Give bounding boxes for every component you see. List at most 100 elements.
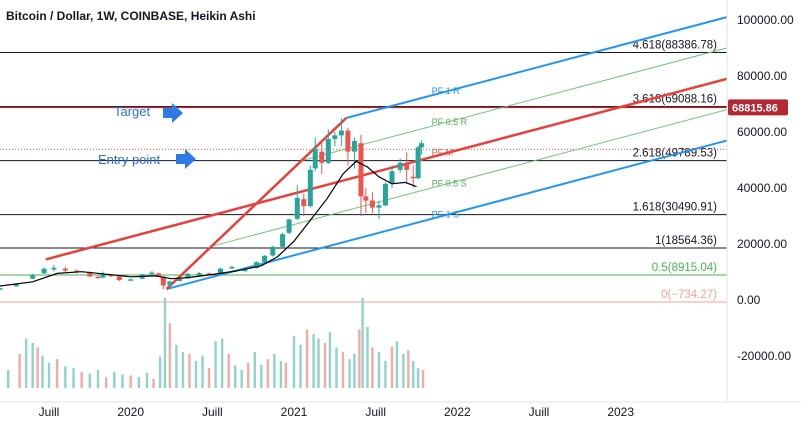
volume-bar [137, 377, 141, 388]
volume-bar [194, 361, 198, 388]
y-tick-label: 100000.00 [737, 13, 794, 27]
y-tick-label: -20000.00 [737, 349, 791, 363]
volume-bar [96, 370, 100, 388]
entry-point-label: Entry point [98, 152, 161, 167]
volume-bar [175, 344, 178, 388]
target-label: Target [114, 104, 151, 119]
candle-body [382, 183, 388, 206]
volume-bar [292, 335, 296, 388]
x-tick-label: 2022 [444, 405, 471, 419]
volume-bar [402, 353, 405, 388]
volume-bar [227, 353, 230, 388]
candle-body [389, 171, 395, 184]
candle-body [294, 197, 300, 219]
candle-body [108, 274, 114, 277]
volume-bar [152, 379, 155, 388]
moving-average-line [0, 160, 417, 287]
candle-body [363, 196, 369, 201]
volume-bar [64, 366, 67, 388]
volume-bar [312, 334, 315, 388]
candle-body [128, 279, 134, 281]
volume-bar [253, 352, 256, 388]
candle-body [286, 219, 292, 233]
candle-body [51, 267, 57, 270]
volume-bar [273, 353, 276, 388]
pitchfork-label: PF 0.5 S [432, 179, 467, 189]
y-tick-label: 40000.00 [737, 181, 787, 195]
candle-body [155, 273, 161, 276]
candle-body [62, 268, 68, 271]
candle-body [160, 276, 166, 286]
volume-bar [181, 352, 185, 388]
pitchfork-half-resistance-line [301, 47, 727, 162]
volume-bar [113, 371, 116, 388]
volume-bar [55, 359, 59, 388]
candle-body [87, 272, 93, 277]
candle-body [253, 262, 259, 269]
last-price-tag: 68815.86 [728, 99, 788, 116]
volume-bar [121, 374, 124, 388]
volume-bar [361, 298, 364, 388]
target-annotation[interactable]: Target [114, 103, 183, 123]
volume-bar [323, 343, 327, 388]
candle-body [74, 270, 80, 273]
fib-level-label: 0(−734.27) [661, 289, 717, 301]
candle-body [242, 269, 248, 272]
candle-body [319, 151, 325, 163]
last-price-value: 68815.86 [732, 102, 778, 114]
candle-body [13, 284, 19, 287]
candle-body [307, 169, 313, 207]
candle-body [95, 276, 101, 279]
candle-body [358, 143, 364, 197]
candle-body [418, 143, 424, 148]
candle-body [196, 273, 202, 275]
volume-bar [341, 352, 345, 388]
volume-bar [260, 364, 263, 388]
candlestick-series [0, 118, 424, 290]
candle-body [351, 140, 357, 152]
volume-bar [41, 355, 44, 388]
candle-body [415, 147, 421, 179]
pitchfork-labels: PF 1 R PF 0.5 R PF M PF 0.5 S PF 1 S [432, 86, 468, 219]
fib-level-label: 3.618(69088.16) [633, 94, 718, 106]
pitchfork-label: PF 0.5 R [432, 117, 468, 127]
candle-body [218, 268, 223, 274]
candle-body [345, 130, 351, 152]
volume-bar [353, 353, 356, 388]
x-axis: Juill 2020 Juill 2021 Juill 2022 Juill 2023 [39, 405, 635, 419]
fib-level-label: 4.618(88386.78) [633, 40, 718, 52]
volume-bar [36, 347, 39, 388]
pitchfork-resistance-line [346, 16, 727, 119]
volume-bar [72, 368, 75, 388]
volume-bar [145, 372, 149, 388]
pitchfork-label: PF M [432, 148, 454, 158]
volume-bar [6, 370, 10, 388]
volume-bar [188, 353, 191, 388]
volume-bar [348, 359, 351, 388]
volume-bar [47, 362, 51, 388]
volume-bar [407, 350, 410, 388]
candle-body [397, 162, 403, 170]
candle-body [262, 255, 268, 262]
candle-body [301, 199, 307, 207]
x-tick-label: 2021 [281, 405, 308, 419]
x-tick-label: 2023 [607, 405, 634, 419]
pitchfork-label: PF 1 R [432, 86, 461, 96]
candle-body [185, 273, 191, 279]
volume-bar [266, 359, 270, 388]
volume-bar [279, 361, 283, 388]
pitchfork-handle-line [165, 117, 348, 290]
y-tick-label: 20000.00 [737, 237, 787, 251]
candle-body [338, 130, 344, 136]
pitchfork-half-support-line [211, 109, 727, 247]
volume-bar [384, 361, 387, 388]
volume-bar [317, 338, 320, 388]
volume-bar [412, 361, 415, 388]
candle-body [369, 200, 375, 208]
x-tick-label: Juill [202, 405, 223, 419]
volume-bar [421, 370, 425, 388]
entry-annotation[interactable]: Entry point [98, 149, 196, 169]
volume-bar [390, 346, 394, 388]
volume-bar [234, 365, 237, 388]
candle-body [100, 274, 106, 278]
